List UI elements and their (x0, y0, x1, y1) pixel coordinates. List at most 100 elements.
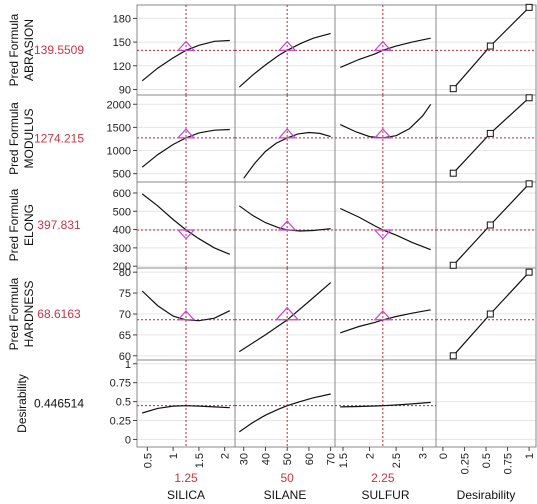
x-tick-label: 1 (524, 453, 536, 459)
response-label-line1: Pred Formula (7, 277, 21, 350)
desirability-handle (449, 261, 457, 269)
response-label: Pred Formula ABRASION (7, 13, 36, 86)
x-tick-label: 2 (220, 453, 232, 459)
setting-triangle (277, 40, 297, 51)
y-tick-label: 80 (119, 267, 131, 279)
response-label: Desirability (15, 374, 29, 433)
x-tick-label: 40 (260, 453, 272, 465)
x-tick-label: 60 (304, 453, 316, 465)
profile-curve (340, 401, 431, 408)
profile-curve (142, 405, 230, 414)
profile-curve (340, 103, 432, 139)
profile-cell (234, 181, 336, 269)
y-tick-label: 0 (125, 434, 131, 446)
x-tick-label: 3 (418, 453, 430, 459)
setting-triangle (373, 40, 393, 51)
y-tick-label: 1000 (107, 146, 131, 158)
factor-setting-value: 50 (280, 471, 294, 485)
desirability-handle (486, 310, 494, 318)
current-value: 68.6163 (37, 307, 81, 321)
y-tick-label: 65 (119, 330, 131, 342)
desirability-handle (449, 352, 457, 360)
setting-triangle (373, 229, 393, 240)
response-label-line1: Pred Formula (7, 188, 21, 261)
response-label-line2: MODULUS (22, 108, 36, 168)
setting-triangle (373, 128, 393, 139)
y-tick-label: 180 (113, 13, 131, 25)
setting-triangle (277, 220, 297, 231)
desirability-handle (525, 268, 533, 276)
x-tick-label: 70 (326, 453, 338, 465)
x-tick-label: 50 (282, 453, 294, 465)
x-tick-label: 30 (239, 453, 251, 465)
setting-triangle (176, 40, 196, 51)
profile-cell (234, 359, 336, 448)
x-tick-label: 1 (168, 453, 180, 459)
desirability-handle (486, 129, 494, 137)
y-tick-label: 60 (119, 351, 131, 363)
current-value: 0.446514 (34, 397, 84, 411)
setting-triangle (176, 229, 196, 240)
current-value: 1274.215 (34, 132, 84, 146)
y-tick-label: 75 (119, 288, 131, 300)
y-tick-label: 0.25 (110, 416, 131, 428)
profile-curve (238, 393, 331, 433)
y-tick-label: 0.75 (110, 378, 131, 390)
y-tick-label: 120 (113, 61, 131, 73)
desirability-handle (449, 169, 457, 177)
y-tick-label: 1500 (107, 122, 131, 134)
desirability-handle (486, 221, 494, 229)
y-tick-label: 600 (113, 188, 131, 200)
x-tick-label: 2.5 (391, 453, 403, 468)
response-label-line1: Pred Formula (7, 102, 21, 175)
y-tick-label: 150 (113, 37, 131, 49)
factor-name: SULFUR (361, 488, 409, 502)
setting-triangle (176, 128, 196, 139)
y-tick-label: 200 (113, 261, 131, 273)
response-label: Pred Formula MODULUS (7, 102, 36, 175)
y-tick-label: 2000 (107, 99, 131, 111)
profile-cell (435, 359, 537, 448)
response-label-line2: ABRASION (22, 19, 36, 81)
response-label: Pred Formula ELONG (7, 188, 36, 261)
y-tick-label: 500 (113, 206, 131, 218)
desirability-handle (486, 42, 494, 50)
x-tick-label: 0.75 (503, 453, 515, 474)
x-tick-label: 0 (438, 453, 450, 459)
y-tick-label: 300 (113, 243, 131, 255)
desirability-handle (525, 3, 533, 11)
current-value: 397.831 (37, 218, 81, 232)
desirability-handle (525, 94, 533, 102)
desirability-handle (525, 180, 533, 188)
setting-triangle (373, 310, 393, 321)
y-tick-label: 1 (125, 359, 131, 371)
factor-setting-value: 2.25 (371, 471, 395, 485)
response-label-line2: HARDNESS (22, 281, 36, 348)
factor-name: SILICA (167, 488, 205, 502)
y-tick-label: 500 (113, 169, 131, 181)
factor-name: SILANE (264, 488, 307, 502)
response-label: Pred Formula HARDNESS (7, 277, 36, 350)
factor-setting-value: 1.25 (174, 471, 198, 485)
x-tick-label: 1.5 (338, 453, 350, 468)
response-label-line1: Desirability (15, 374, 29, 433)
factor-name: Desirability (457, 488, 516, 502)
y-tick-label: 400 (113, 225, 131, 237)
setting-triangle (277, 128, 297, 139)
response-label-line2: ELONG (22, 204, 36, 246)
current-value: 139.5509 (34, 43, 84, 57)
x-tick-label: 1.5 (194, 453, 206, 468)
setting-triangle (274, 306, 300, 321)
response-label-line1: Pred Formula (7, 13, 21, 86)
y-tick-label: 70 (119, 309, 131, 321)
x-tick-label: 0.5 (481, 453, 493, 468)
profile-curve (238, 205, 331, 232)
x-tick-label: 0.25 (459, 453, 471, 474)
desirability-handle (449, 85, 457, 93)
x-tick-label: 2 (365, 453, 377, 459)
y-tick-label: 0.5 (116, 397, 131, 409)
x-tick-label: 0.5 (142, 453, 154, 468)
profile-curve (238, 32, 331, 88)
profile-cell (334, 181, 437, 269)
